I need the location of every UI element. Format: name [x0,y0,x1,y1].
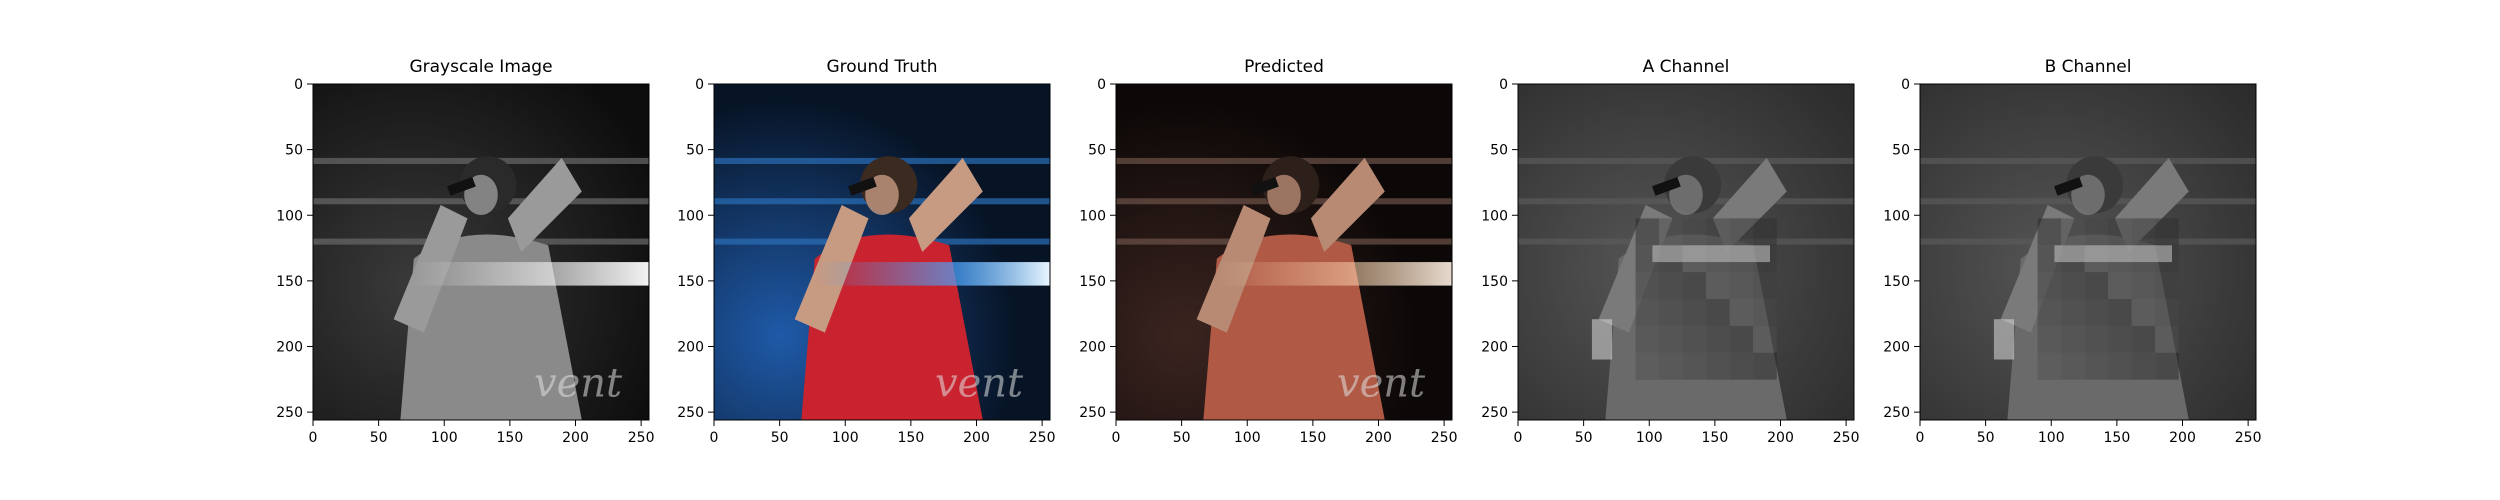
x-tick-label: 0 [309,430,318,446]
x-tick-label: 250 [1431,430,1458,446]
y-tick-label: 100 [677,208,704,224]
y-tick-label: 150 [1883,274,1910,290]
panel-4: A Channel 0 50 100 150 200 250 0 50 100 150 200 250 [1481,57,1859,446]
y-tick-label: 100 [276,208,303,224]
y-tick-label: 150 [1481,274,1508,290]
y-tick-label: 250 [1883,405,1910,421]
x-tick-label: 50 [771,430,789,446]
y-tick-label: 200 [1079,340,1106,356]
x-tick-label: 100 [832,430,859,446]
x-tick-label: 200 [1365,430,1392,446]
y-tick-label: 50 [1088,143,1106,159]
y-tick-label: 150 [276,274,303,290]
x-tick-label: 150 [1702,430,1729,446]
panel-title: A Channel [1643,57,1730,77]
x-tick-label: 100 [1636,430,1663,446]
x-tick-label: 250 [2235,430,2262,446]
y-tick-label: 150 [677,274,704,290]
panel-title: Predicted [1244,57,1324,77]
y-tick-label: 0 [1499,77,1508,93]
y-tick-label: 100 [1883,208,1910,224]
y-tick-label: 200 [1883,340,1910,356]
axes-frame [1115,83,1453,421]
panel-title: Ground Truth [826,57,937,77]
y-tick-label: 150 [1079,274,1106,290]
x-tick-label: 50 [1173,430,1191,446]
axes-frame [312,83,650,421]
y-tick-label: 100 [1481,208,1508,224]
watermark-text: vent [1337,360,1426,406]
x-tick-label: 0 [710,430,719,446]
x-tick-label: 200 [1767,430,1794,446]
y-tick-label: 250 [677,405,704,421]
panel-2: Ground Truth vent 0 50 100 150 200 250 0 50 100 150… [677,57,1055,446]
panel-image [714,84,1050,420]
axes-frame [713,83,1051,421]
panel-title: Grayscale Image [409,57,552,77]
y-tick-label: 250 [1079,405,1106,421]
y-tick-label: 0 [695,77,704,93]
y-tick-label: 250 [276,405,303,421]
x-tick-label: 0 [1112,430,1121,446]
y-tick-label: 200 [1481,340,1508,356]
axes-frame [1919,83,2257,421]
x-tick-label: 200 [562,430,589,446]
x-tick-label: 150 [497,430,524,446]
x-tick-label: 200 [2169,430,2196,446]
y-tick-label: 250 [1481,405,1508,421]
x-tick-label: 100 [431,430,458,446]
x-tick-label: 50 [370,430,388,446]
y-tick-label: 0 [294,77,303,93]
y-tick-label: 50 [1490,143,1508,159]
panel-3: Predicted vent 0 50 100 150 200 250 0 50 100 150 200… [1079,57,1457,446]
y-tick-label: 50 [686,143,704,159]
x-tick-label: 100 [2038,430,2065,446]
watermark-text: vent [534,360,623,406]
y-tick-label: 100 [1079,208,1106,224]
panel-image [1920,84,2256,420]
x-tick-label: 250 [628,430,655,446]
x-tick-label: 150 [1300,430,1327,446]
x-tick-label: 250 [1833,430,1860,446]
x-tick-label: 0 [1916,430,1925,446]
watermark-text: vent [935,360,1024,406]
panel-image [1518,84,1854,420]
x-tick-label: 100 [1234,430,1261,446]
y-tick-label: 0 [1901,77,1910,93]
x-tick-label: 250 [1029,430,1056,446]
x-tick-label: 50 [1575,430,1593,446]
y-tick-label: 50 [285,143,303,159]
x-tick-label: 150 [2104,430,2131,446]
panel-image [313,84,649,420]
y-tick-label: 0 [1097,77,1106,93]
y-tick-label: 200 [276,340,303,356]
x-tick-label: 50 [1977,430,1995,446]
axes-frame [1517,83,1855,421]
panel-image [1116,84,1452,420]
panel-5: B Channel 0 50 100 150 200 250 0 50 100 150 200 250 [1883,57,2261,446]
y-tick-label: 200 [677,340,704,356]
panel-1: Grayscale Image vent 0 50 100 150 200 250 0 50 100… [276,57,654,446]
y-tick-label: 50 [1892,143,1910,159]
panel-title: B Channel [2045,57,2132,77]
x-tick-label: 150 [898,430,925,446]
x-tick-label: 200 [963,430,990,446]
x-tick-label: 0 [1514,430,1523,446]
